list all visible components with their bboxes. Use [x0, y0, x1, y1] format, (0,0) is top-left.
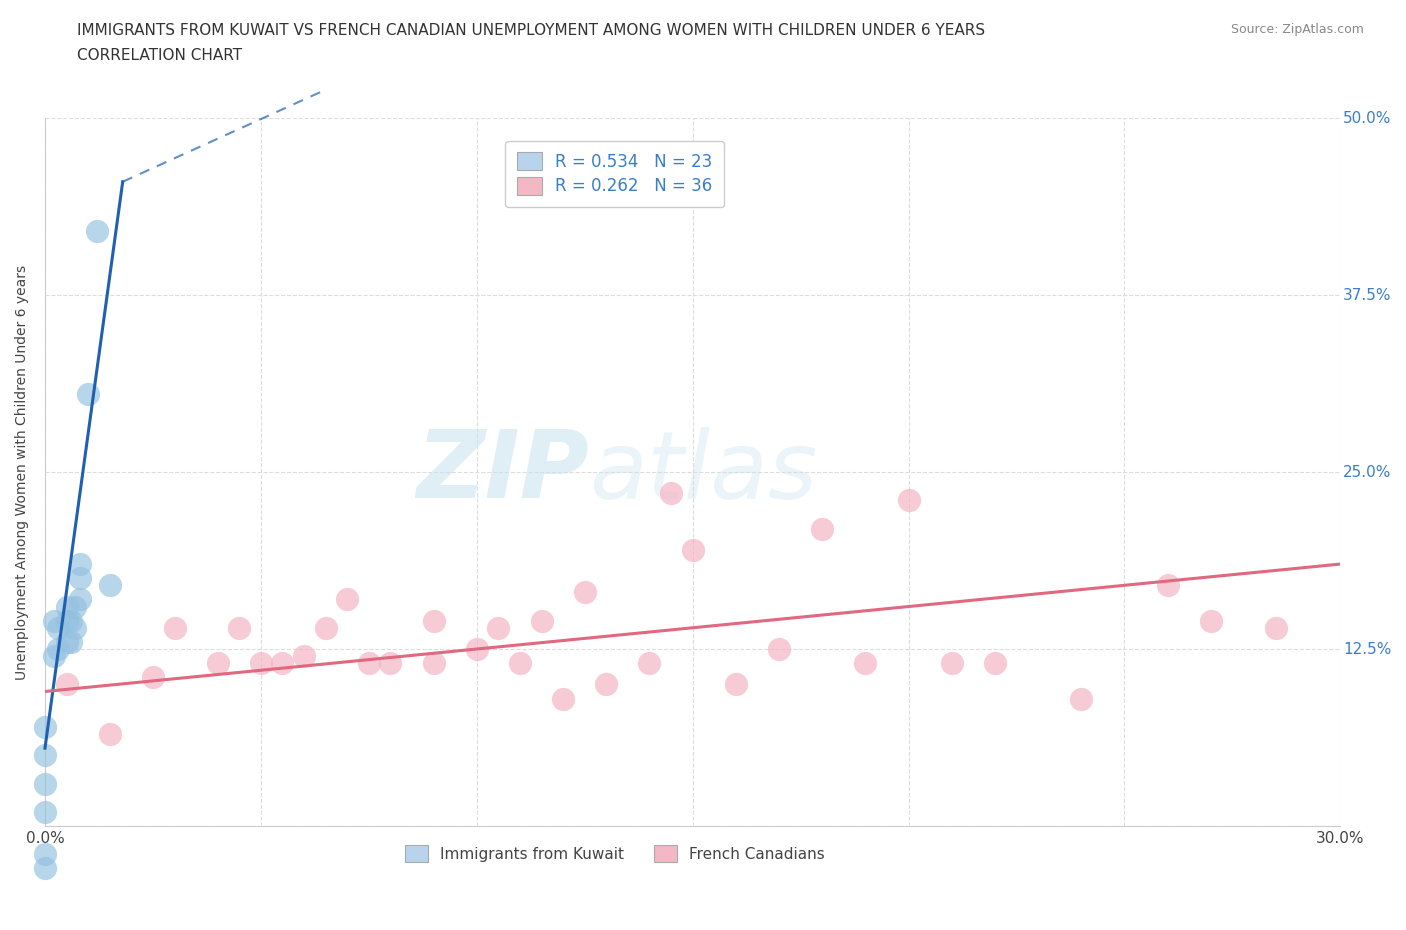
Point	[465, 642, 488, 657]
Point	[34, 847, 56, 862]
Point	[207, 656, 229, 671]
Point	[724, 677, 747, 692]
Point	[69, 592, 91, 607]
Text: atlas: atlas	[589, 427, 817, 517]
Point	[811, 521, 834, 536]
Point	[853, 656, 876, 671]
Point	[336, 592, 359, 607]
Point	[77, 387, 100, 402]
Point	[59, 634, 82, 649]
Point	[941, 656, 963, 671]
Point	[357, 656, 380, 671]
Point	[63, 599, 86, 614]
Point	[553, 691, 575, 706]
Text: 50.0%: 50.0%	[1343, 111, 1392, 126]
Point	[530, 613, 553, 628]
Point	[69, 571, 91, 586]
Point	[34, 777, 56, 791]
Point	[46, 642, 69, 657]
Legend: Immigrants from Kuwait, French Canadians: Immigrants from Kuwait, French Canadians	[398, 839, 831, 868]
Point	[163, 620, 186, 635]
Point	[42, 648, 65, 663]
Text: IMMIGRANTS FROM KUWAIT VS FRENCH CANADIAN UNEMPLOYMENT AMONG WOMEN WITH CHILDREN: IMMIGRANTS FROM KUWAIT VS FRENCH CANADIA…	[77, 23, 986, 38]
Point	[86, 224, 108, 239]
Point	[1264, 620, 1286, 635]
Point	[768, 642, 790, 657]
Text: 25.0%: 25.0%	[1343, 464, 1392, 480]
Point	[55, 634, 77, 649]
Text: Source: ZipAtlas.com: Source: ZipAtlas.com	[1230, 23, 1364, 36]
Point	[250, 656, 273, 671]
Point	[595, 677, 617, 692]
Point	[1199, 613, 1222, 628]
Text: CORRELATION CHART: CORRELATION CHART	[77, 48, 242, 63]
Point	[34, 861, 56, 876]
Point	[55, 613, 77, 628]
Point	[292, 648, 315, 663]
Point	[55, 677, 77, 692]
Point	[34, 748, 56, 763]
Point	[34, 804, 56, 819]
Y-axis label: Unemployment Among Women with Children Under 6 years: Unemployment Among Women with Children U…	[15, 264, 30, 680]
Point	[422, 656, 444, 671]
Text: ZIP: ZIP	[416, 426, 589, 518]
Point	[1070, 691, 1092, 706]
Point	[63, 620, 86, 635]
Point	[422, 613, 444, 628]
Text: 37.5%: 37.5%	[1343, 287, 1392, 302]
Point	[638, 656, 661, 671]
Point	[574, 585, 596, 600]
Point	[380, 656, 402, 671]
Point	[46, 620, 69, 635]
Point	[98, 578, 121, 592]
Point	[142, 670, 165, 684]
Point	[34, 720, 56, 735]
Point	[486, 620, 509, 635]
Point	[55, 599, 77, 614]
Point	[315, 620, 337, 635]
Point	[659, 485, 682, 500]
Point	[509, 656, 531, 671]
Point	[42, 613, 65, 628]
Point	[59, 613, 82, 628]
Point	[1156, 578, 1178, 592]
Point	[228, 620, 250, 635]
Text: 12.5%: 12.5%	[1343, 642, 1392, 657]
Point	[271, 656, 294, 671]
Point	[897, 493, 920, 508]
Point	[69, 557, 91, 572]
Point	[682, 542, 704, 557]
Point	[98, 726, 121, 741]
Point	[984, 656, 1007, 671]
